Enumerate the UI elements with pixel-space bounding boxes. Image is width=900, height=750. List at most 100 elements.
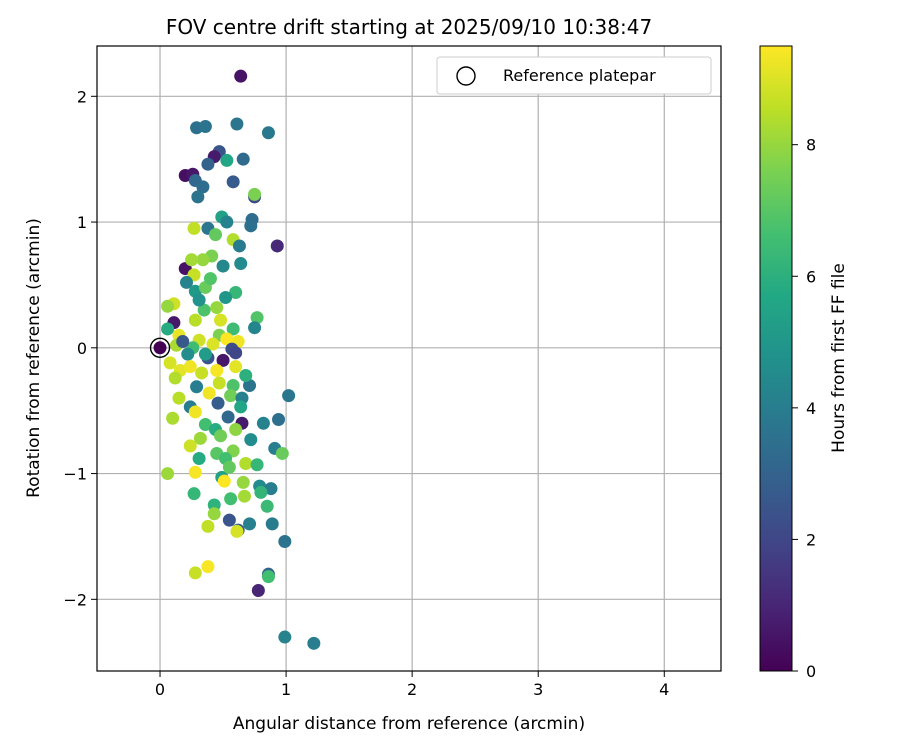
data-point-132 bbox=[185, 253, 199, 267]
data-point-91 bbox=[183, 439, 197, 453]
data-point-133 bbox=[216, 259, 230, 273]
data-point-68 bbox=[190, 380, 204, 394]
data-point-29 bbox=[196, 253, 210, 267]
data-point-40 bbox=[210, 301, 224, 315]
data-point-33 bbox=[180, 275, 194, 289]
data-point-65 bbox=[210, 363, 224, 377]
x-axis-ticks: 0 1 2 3 4 bbox=[155, 671, 669, 699]
data-point-101 bbox=[188, 465, 202, 479]
colorbar-tick-label-1: 2 bbox=[806, 530, 816, 549]
colorbar-label: Hours from first FF file bbox=[829, 263, 849, 453]
data-point-120 bbox=[278, 534, 292, 548]
data-point-109 bbox=[224, 492, 238, 506]
data-point-73 bbox=[224, 389, 238, 403]
data-point-17 bbox=[248, 187, 262, 201]
data-point-14 bbox=[226, 175, 240, 189]
data-point-3 bbox=[230, 117, 244, 131]
reference-point-marker bbox=[149, 337, 171, 359]
data-point-39 bbox=[197, 303, 211, 317]
data-point-21 bbox=[244, 219, 258, 233]
reference-point-fill bbox=[153, 341, 167, 355]
data-point-98 bbox=[239, 457, 253, 471]
data-point-26 bbox=[232, 239, 246, 253]
data-point-111 bbox=[254, 485, 268, 499]
data-point-89 bbox=[193, 431, 207, 445]
data-point-19 bbox=[220, 215, 234, 229]
data-point-131 bbox=[219, 291, 233, 305]
x-tick-label-3: 3 bbox=[533, 680, 543, 699]
data-point-43 bbox=[188, 313, 202, 327]
data-point-57 bbox=[181, 347, 195, 361]
data-point-115 bbox=[265, 517, 279, 531]
colorbar-tick-label-2: 4 bbox=[806, 399, 816, 418]
y-tick-label-2: 0 bbox=[77, 339, 87, 358]
y-tick-label-3: 1 bbox=[77, 213, 87, 232]
data-point-36 bbox=[229, 285, 243, 299]
data-point-125 bbox=[251, 584, 265, 598]
data-point-121 bbox=[201, 560, 215, 574]
data-point-64 bbox=[195, 366, 209, 380]
data-point-119 bbox=[230, 524, 244, 538]
data-point-27 bbox=[270, 239, 284, 253]
legend-label: Reference platepar bbox=[503, 66, 656, 85]
data-point-59 bbox=[216, 353, 230, 367]
data-point-135 bbox=[239, 368, 253, 382]
x-tick-label-4: 4 bbox=[659, 680, 669, 699]
data-point-112 bbox=[207, 507, 221, 521]
data-point-137 bbox=[222, 460, 236, 474]
colorbar-tick-label-0: 0 bbox=[806, 662, 816, 681]
data-point-38 bbox=[161, 299, 175, 313]
data-point-95 bbox=[275, 446, 289, 460]
data-point-87 bbox=[229, 423, 243, 437]
data-point-124 bbox=[261, 570, 275, 584]
data-point-15 bbox=[191, 190, 205, 204]
data-point-69 bbox=[212, 376, 226, 390]
x-tick-label-2: 2 bbox=[407, 680, 417, 699]
data-point-45 bbox=[226, 322, 240, 336]
data-point-126 bbox=[278, 630, 292, 644]
data-point-134 bbox=[198, 347, 212, 361]
data-point-9 bbox=[201, 157, 215, 171]
data-point-7 bbox=[220, 153, 234, 167]
data-point-72 bbox=[202, 386, 216, 400]
data-point-113 bbox=[222, 513, 236, 527]
data-point-8 bbox=[236, 152, 250, 166]
x-tick-label-1: 1 bbox=[281, 680, 291, 699]
data-point-127 bbox=[307, 636, 321, 650]
data-point-41 bbox=[250, 311, 264, 325]
data-point-47 bbox=[161, 322, 175, 336]
data-point-67 bbox=[168, 371, 182, 385]
data-point-136 bbox=[172, 391, 186, 405]
data-point-55 bbox=[206, 337, 220, 351]
data-point-116 bbox=[260, 499, 274, 513]
data-point-117 bbox=[201, 519, 215, 533]
colorbar: 0 2 4 6 8 Hours from first FF file bbox=[759, 45, 849, 681]
data-point-46 bbox=[248, 321, 262, 335]
colorbar-ticks: 0 2 4 6 8 bbox=[792, 136, 816, 681]
x-axis-label: Angular distance from reference (arcmin) bbox=[233, 714, 585, 734]
data-point-85 bbox=[198, 418, 212, 432]
data-point-105 bbox=[264, 482, 278, 496]
data-point-100 bbox=[161, 467, 175, 481]
scatter-points bbox=[161, 69, 321, 650]
colorbar-tick-label-3: 6 bbox=[806, 267, 816, 286]
data-point-107 bbox=[187, 487, 201, 501]
data-point-66 bbox=[229, 360, 243, 374]
data-point-122 bbox=[188, 566, 202, 580]
legend-marker bbox=[456, 66, 476, 86]
data-point-44 bbox=[214, 313, 228, 327]
data-point-130 bbox=[176, 335, 190, 349]
chart-title: FOV centre drift starting at 2025/09/10 … bbox=[166, 15, 652, 39]
data-point-79 bbox=[221, 410, 235, 424]
data-point-63 bbox=[183, 360, 197, 374]
data-point-78 bbox=[188, 405, 202, 419]
data-point-70 bbox=[226, 379, 240, 393]
data-point-84 bbox=[166, 411, 180, 425]
y-axis-label: Rotation from reference (arcmin) bbox=[24, 218, 44, 498]
data-point-0 bbox=[234, 69, 248, 83]
data-point-82 bbox=[272, 412, 286, 426]
data-point-99 bbox=[250, 458, 264, 472]
data-point-52 bbox=[220, 332, 234, 346]
data-point-106 bbox=[217, 474, 231, 488]
data-point-81 bbox=[256, 416, 270, 430]
